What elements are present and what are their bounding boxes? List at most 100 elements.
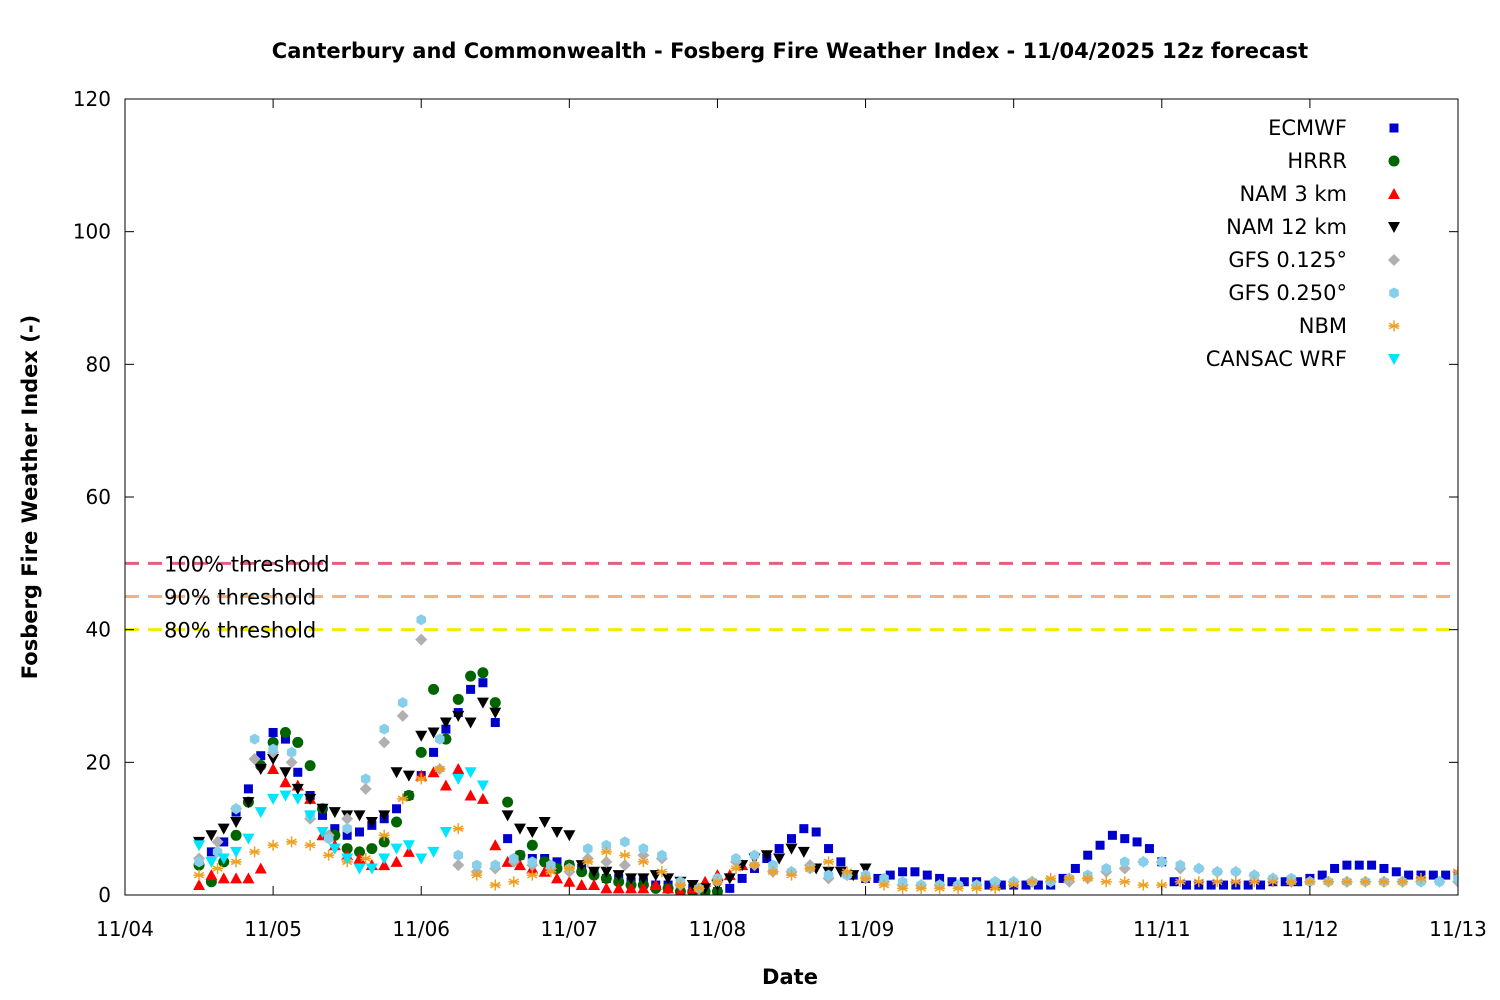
data-point [600, 866, 613, 878]
y-tick-label: 0 [98, 883, 111, 907]
data-point [230, 872, 243, 884]
data-point [402, 770, 415, 782]
data-point [1317, 870, 1327, 880]
data-point [1453, 872, 1458, 884]
data-point [1169, 877, 1179, 887]
data-point [205, 856, 218, 868]
data-point [193, 879, 206, 891]
data-point [452, 710, 465, 722]
data-point [1156, 879, 1168, 891]
data-point [503, 834, 513, 844]
data-point [472, 859, 482, 871]
x-axis: 11/04 11/05 11/06 11/07 11/08 11/09 11/10 11/11… [96, 99, 1487, 941]
data-point [600, 855, 613, 868]
data-point [230, 856, 242, 868]
data-point [649, 879, 662, 891]
data-point [625, 873, 638, 885]
data-point [774, 844, 784, 854]
series-group [193, 767, 489, 875]
data-point [279, 726, 291, 738]
data-point [1206, 880, 1216, 890]
data-point [489, 697, 501, 709]
data-point [637, 882, 650, 894]
x-tick-label: 11/05 [244, 917, 302, 941]
data-point [453, 849, 464, 861]
data-point [693, 882, 705, 894]
data-point [971, 882, 983, 894]
data-point [935, 873, 945, 883]
data-point [1193, 876, 1205, 888]
data-point [576, 866, 588, 878]
data-point [550, 826, 563, 838]
data-point [217, 823, 230, 835]
data-point [490, 718, 500, 728]
data-point [749, 849, 760, 861]
data-point [230, 846, 243, 858]
data-point [471, 869, 483, 881]
data-point [464, 789, 477, 801]
data-point [476, 697, 489, 709]
data-point [378, 859, 391, 871]
x-tick-label: 11/04 [96, 917, 154, 941]
data-point [989, 882, 1001, 894]
data-point [538, 817, 551, 829]
data-point [1138, 856, 1149, 868]
data-point [1367, 860, 1377, 870]
data-point [1243, 880, 1253, 890]
x-tick-label: 11/10 [985, 917, 1043, 941]
data-point [1428, 870, 1438, 880]
data-point [1119, 876, 1131, 888]
data-point [279, 767, 292, 779]
data-point [427, 727, 440, 739]
data-point [1107, 830, 1117, 840]
data-point [1218, 880, 1228, 890]
data-point [1342, 860, 1352, 870]
data-point [723, 873, 736, 885]
data-point [748, 859, 760, 871]
data-point [378, 836, 390, 848]
data-point [328, 843, 341, 855]
data-point [1063, 872, 1075, 884]
data-point [526, 869, 538, 881]
data-point [304, 760, 316, 772]
data-point [415, 746, 427, 758]
y-tick-label: 120 [73, 87, 111, 111]
data-point [390, 843, 403, 855]
data-point [1434, 876, 1445, 888]
legend-label: HRRR [1287, 149, 1347, 173]
data-point [286, 836, 298, 848]
data-point [206, 847, 216, 857]
data-point [402, 845, 415, 857]
data-point [254, 807, 267, 819]
data-point [402, 840, 415, 852]
data-point [601, 839, 612, 851]
data-point [897, 882, 909, 894]
data-point [934, 882, 946, 894]
data-point [873, 873, 883, 883]
x-tick-label: 11/11 [1133, 917, 1191, 941]
data-point [1341, 876, 1353, 888]
data-point [811, 827, 821, 837]
data-point [1181, 880, 1191, 890]
legend-label: NBM [1299, 314, 1347, 338]
data-point [249, 733, 260, 745]
data-point [304, 810, 317, 822]
data-point [415, 633, 428, 646]
data-point [316, 826, 329, 838]
data-point [1256, 880, 1266, 890]
data-point [513, 823, 526, 835]
data-point [582, 856, 594, 868]
data-point [804, 862, 816, 874]
data-point [478, 678, 488, 688]
data-point [476, 780, 489, 792]
data-point [879, 872, 889, 884]
data-point [588, 879, 601, 891]
data-point [193, 869, 205, 881]
data-point [1359, 876, 1371, 888]
data-point [1330, 863, 1340, 873]
data-point [1194, 862, 1204, 874]
data-point [285, 756, 298, 769]
data-point [767, 866, 779, 878]
data-point [365, 817, 378, 829]
